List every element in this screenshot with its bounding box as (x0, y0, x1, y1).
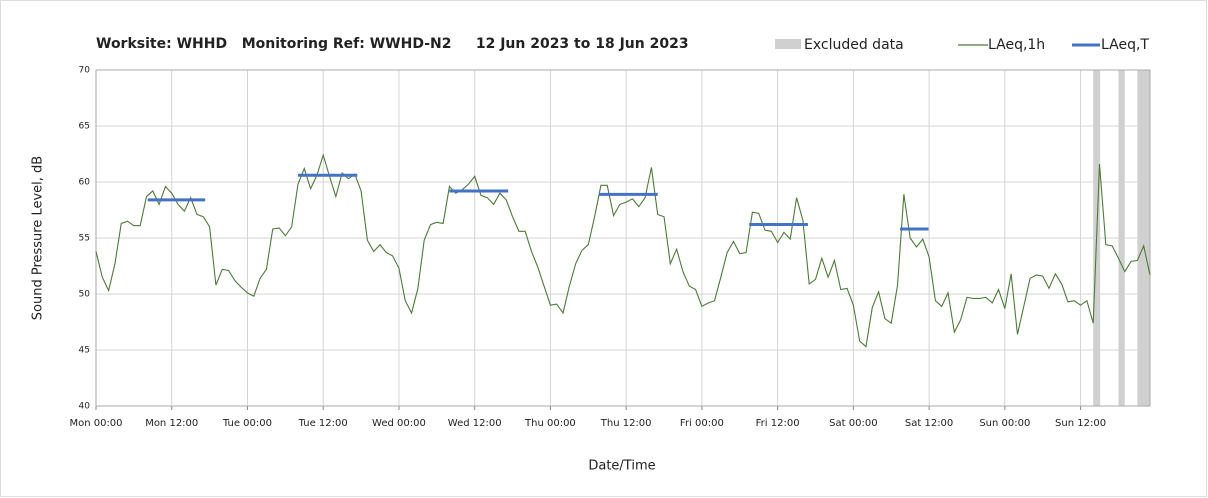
x-tick-label: Sat 12:00 (905, 418, 953, 429)
x-tick-label: Tue 00:00 (222, 418, 272, 429)
plot-border (95, 69, 1151, 407)
y-tick-label: 50 (79, 290, 91, 300)
legend-swatch (775, 39, 801, 49)
legend-label: LAeq,1h (988, 37, 1045, 53)
x-tick-label: Tue 12:00 (298, 418, 348, 429)
y-tick-label: 65 (79, 122, 90, 132)
legend-label: Excluded data (804, 37, 904, 53)
x-tick-label: Mon 00:00 (69, 418, 122, 429)
legend-label: LAeq,T (1101, 37, 1149, 53)
x-tick-label: Sat 00:00 (829, 418, 877, 429)
x-axis-label: Date/Time (588, 459, 655, 474)
x-tick-label: Thu 12:00 (600, 418, 652, 429)
excluded-span (1137, 70, 1150, 406)
x-tick-label: Fri 12:00 (756, 418, 800, 429)
x-tick-label: Wed 00:00 (372, 418, 426, 429)
excluded-span (1118, 70, 1125, 406)
y-axis-label: Sound Pressure Level, dB (31, 156, 46, 320)
y-tick-label: 55 (79, 234, 90, 244)
y-tick-label: 40 (79, 402, 91, 412)
chart-title: Worksite: WHHD Monitoring Ref: WWHD-N2 1… (96, 36, 689, 52)
y-tick-label: 70 (79, 66, 91, 76)
x-tick-label: Fri 00:00 (680, 418, 724, 429)
x-tick-label: Thu 00:00 (524, 418, 576, 429)
x-tick-label: Mon 12:00 (145, 418, 198, 429)
x-tick-label: Sun 00:00 (979, 418, 1030, 429)
x-tick-label: Sun 12:00 (1055, 418, 1106, 429)
y-tick-label: 60 (79, 178, 91, 188)
y-tick-label: 45 (79, 346, 90, 356)
x-tick-label: Wed 12:00 (448, 418, 502, 429)
line-series (95, 153, 1151, 348)
